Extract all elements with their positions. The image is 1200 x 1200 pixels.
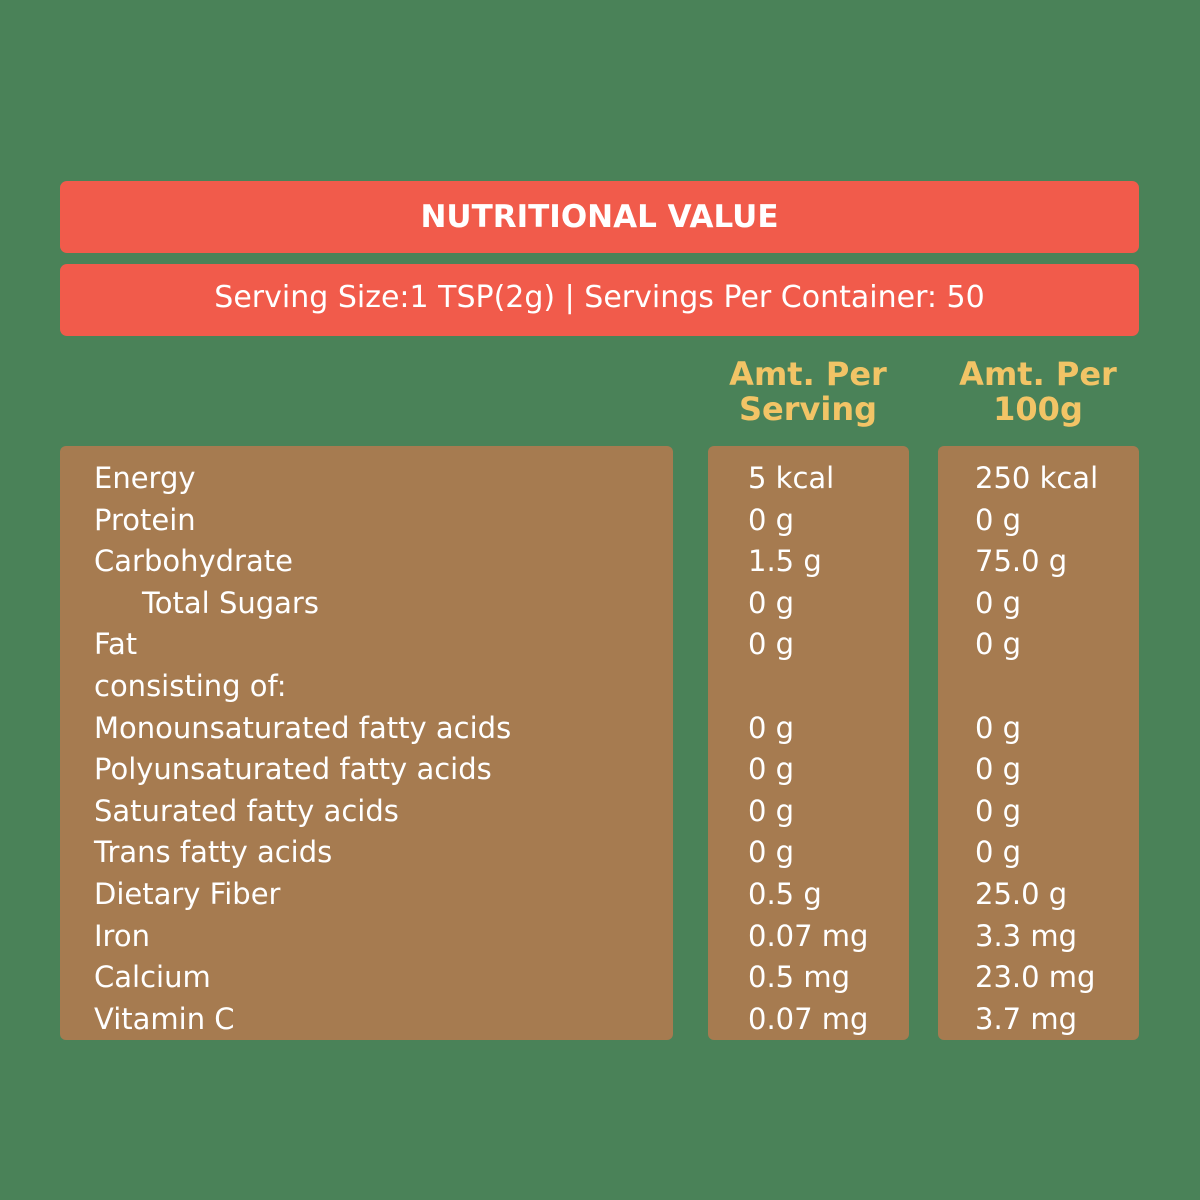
per-100g-value: 75.0 g xyxy=(975,544,1068,579)
nutrient-label: Monounsaturated fatty acids xyxy=(94,710,512,745)
title-banner: NUTRITIONAL VALUE xyxy=(60,181,1139,253)
nutrient-label: Calcium xyxy=(94,960,211,995)
per-serving-value: 0.5 g xyxy=(748,876,822,911)
per-100g-value: 250 kcal xyxy=(975,461,1099,495)
per-serving-value: 1.5 g xyxy=(748,544,822,579)
per-100g-value: 0 g xyxy=(975,710,1022,745)
nutrient-label: Vitamin C xyxy=(94,1001,235,1036)
per-100g-value: 23.0 mg xyxy=(975,960,1096,995)
per-100g-value: 25.0 g xyxy=(975,876,1068,911)
per-serving-value: 0 g xyxy=(748,835,795,870)
nutrient-labels-panel: Energy Protein Carbohydrate Total Sugars… xyxy=(60,446,673,1040)
nutrient-label: Dietary Fiber xyxy=(94,876,281,911)
column-heading-line: Amt. Per xyxy=(959,355,1117,393)
per-100g-values-panel: 250 kcal 0 g 75.0 g 0 g 0 g 0 g 0 g 0 g … xyxy=(938,446,1139,1040)
per-100g-value: 0 g xyxy=(975,502,1022,537)
nutrient-label: Trans fatty acids xyxy=(94,835,333,870)
nutrient-label: Protein xyxy=(94,502,196,537)
per-serving-value: 0.5 mg xyxy=(748,960,850,995)
per-serving-value xyxy=(748,666,909,708)
per-serving-value: 0 g xyxy=(748,585,795,620)
per-100g-value: 0 g xyxy=(975,752,1022,787)
serving-banner: Serving Size:1 TSP(2g) | Servings Per Co… xyxy=(60,264,1139,336)
per-100g-value: 3.7 mg xyxy=(975,1001,1077,1036)
nutrient-label: consisting of: xyxy=(94,668,287,703)
per-serving-value: 5 kcal xyxy=(748,461,835,495)
per-100g-value: 0 g xyxy=(975,835,1022,870)
per-serving-value: 0 g xyxy=(748,752,795,787)
per-serving-value: 0 g xyxy=(748,502,795,537)
per-serving-value: 0 g xyxy=(748,627,795,662)
per-100g-value: 3.3 mg xyxy=(975,918,1077,953)
serving-info: Serving Size:1 TSP(2g) | Servings Per Co… xyxy=(214,280,985,315)
nutrient-label: Polyunsaturated fatty acids xyxy=(94,752,492,787)
per-100g-value: 0 g xyxy=(975,793,1022,828)
nutrient-label: Iron xyxy=(94,918,150,953)
per-serving-value: 0.07 mg xyxy=(748,1001,869,1036)
column-heading-line: Amt. Per xyxy=(729,355,887,393)
per-100g-value xyxy=(975,666,1139,708)
page-title: NUTRITIONAL VALUE xyxy=(420,199,779,235)
per-serving-value: 0 g xyxy=(748,710,795,745)
per-100g-value: 0 g xyxy=(975,585,1022,620)
column-heading-per-serving: Amt. Per Serving xyxy=(708,357,908,427)
nutrient-label: Energy xyxy=(94,461,196,495)
per-100g-value: 0 g xyxy=(975,627,1022,662)
column-heading-per-100g: Amt. Per 100g xyxy=(938,357,1138,427)
column-heading-line: Serving xyxy=(738,390,878,428)
nutrient-label: Carbohydrate xyxy=(94,544,293,579)
nutrient-label: Total Sugars xyxy=(142,585,319,620)
column-heading-line: 100g xyxy=(993,390,1083,428)
per-serving-value: 0.07 mg xyxy=(748,918,869,953)
nutrient-label: Saturated fatty acids xyxy=(94,793,399,828)
per-serving-values-panel: 5 kcal 0 g 1.5 g 0 g 0 g 0 g 0 g 0 g 0 g… xyxy=(708,446,909,1040)
per-serving-value: 0 g xyxy=(748,793,795,828)
nutrient-label: Fat xyxy=(94,627,138,662)
